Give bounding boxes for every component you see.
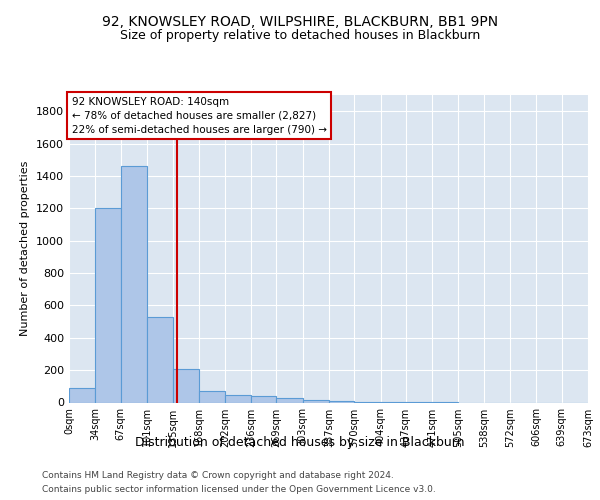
- Bar: [277, 398, 302, 402]
- Text: 92 KNOWSLEY ROAD: 140sqm
← 78% of detached houses are smaller (2,827)
22% of sem: 92 KNOWSLEY ROAD: 140sqm ← 78% of detach…: [71, 96, 326, 134]
- Bar: [251, 396, 277, 402]
- Bar: [69, 388, 95, 402]
- Text: Contains HM Land Registry data © Crown copyright and database right 2024.: Contains HM Land Registry data © Crown c…: [42, 472, 394, 480]
- Bar: [121, 166, 147, 402]
- Text: Distribution of detached houses by size in Blackburn: Distribution of detached houses by size …: [135, 436, 465, 449]
- Y-axis label: Number of detached properties: Number of detached properties: [20, 161, 31, 336]
- Bar: [329, 401, 355, 402]
- Text: Contains public sector information licensed under the Open Government Licence v3: Contains public sector information licen…: [42, 484, 436, 494]
- Bar: [302, 400, 329, 402]
- Bar: [199, 391, 225, 402]
- Bar: [95, 208, 121, 402]
- Text: 92, KNOWSLEY ROAD, WILPSHIRE, BLACKBURN, BB1 9PN: 92, KNOWSLEY ROAD, WILPSHIRE, BLACKBURN,…: [102, 16, 498, 30]
- Bar: [225, 395, 251, 402]
- Bar: [173, 370, 199, 402]
- Bar: [147, 316, 173, 402]
- Text: Size of property relative to detached houses in Blackburn: Size of property relative to detached ho…: [120, 30, 480, 43]
